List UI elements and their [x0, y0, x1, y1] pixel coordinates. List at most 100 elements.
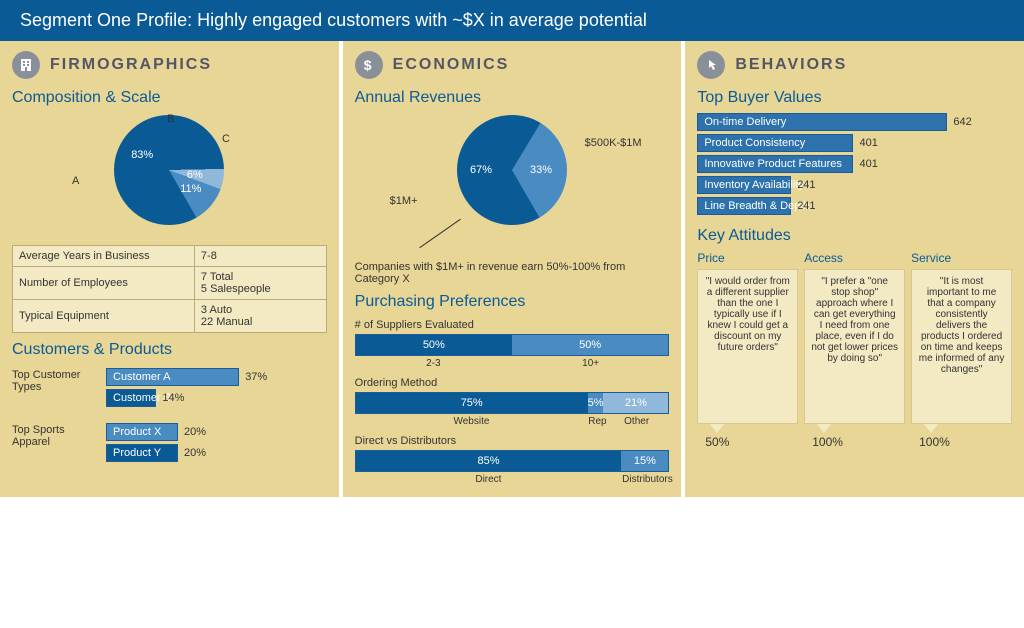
pie-pct-label: 83% — [131, 149, 153, 161]
quote-head: Access — [804, 251, 905, 265]
speech-tail-icon — [709, 423, 725, 433]
key-attitudes-title: Key Attitudes — [697, 227, 1012, 245]
buyer-value-bar: Innovative Product Features — [697, 155, 853, 173]
quote-pct: 100% — [919, 435, 1012, 449]
bar-row: Product Y 20% — [106, 444, 327, 462]
table-cell: Typical Equipment — [13, 300, 195, 333]
quote-head: Service — [911, 251, 1012, 265]
columns: FIRMOGRAPHICS Composition & Scale 83% 6% 1… — [0, 41, 1024, 497]
table-cell: 7-8 — [194, 246, 326, 267]
annotation-arrow — [419, 219, 461, 248]
revenue-pie-wrap: 67% 33% $1M+ $500K-$1M — [355, 115, 670, 255]
quote-pct: 50% — [705, 435, 798, 449]
speech-tail-icon — [816, 423, 832, 433]
segment-label: Distributors — [622, 474, 669, 485]
bar-row: Customer A 37% — [106, 368, 327, 386]
bar-row: Line Breadth & Depth241 — [697, 197, 1012, 215]
bar-row: On-time Delivery642 — [697, 113, 1012, 131]
pie-ext-label: A — [72, 175, 79, 187]
pointer-icon — [697, 51, 725, 79]
buyer-value-bar: Inventory Availability — [697, 176, 791, 194]
table-cell: Average Years in Business — [13, 246, 195, 267]
page-title: Segment One Profile: Highly engaged cust… — [0, 0, 1024, 41]
quote-column: Access"I prefer a "one stop shop" approa… — [804, 251, 905, 449]
quote-column: Price "I would order from a different sup… — [697, 251, 798, 449]
bar-segment: 50% — [356, 335, 512, 355]
buyer-value-bars: On-time Delivery642Product Consistency40… — [697, 113, 1012, 215]
info-table: Average Years in Business7-8Number of Em… — [12, 245, 327, 333]
quote-box: "I would order from a different supplier… — [697, 269, 798, 424]
bar-value: 20% — [184, 447, 214, 459]
table-cell: Number of Employees — [13, 267, 195, 300]
dollar-icon: $ — [355, 51, 383, 79]
bar-value: 20% — [184, 426, 214, 438]
table-row: Average Years in Business7-8 — [13, 246, 327, 267]
segment-label: Direct — [355, 474, 622, 485]
stack-title: # of Suppliers Evaluated — [355, 319, 670, 331]
stacked-bar: 50%50% — [355, 334, 670, 356]
col-title: BEHAVIORS — [735, 56, 847, 74]
bar-value: 37% — [245, 371, 275, 383]
stacked-bars: # of Suppliers Evaluated50%50%2-310+Orde… — [355, 319, 670, 485]
bar-segment: 75% — [356, 393, 588, 413]
top-customer-types-label: Top Customer Types — [12, 365, 100, 393]
stack-labels: DirectDistributors — [355, 474, 670, 485]
buyer-value-bar: Line Breadth & Depth — [697, 197, 791, 215]
col-head: FIRMOGRAPHICS — [12, 51, 327, 79]
pie-pct-label: 11% — [180, 183, 201, 195]
bar-segment: 21% — [603, 393, 668, 413]
building-icon — [12, 51, 40, 79]
quotes-row: Price "I would order from a different sup… — [697, 251, 1012, 449]
annual-revenues-title: Annual Revenues — [355, 89, 670, 107]
bar-row: Product X20% — [106, 423, 327, 441]
col-head: $ ECONOMICS — [355, 51, 670, 79]
bar: Customer B — [106, 389, 156, 407]
speech-tail-icon — [923, 423, 939, 433]
bar: Customer A — [106, 368, 239, 386]
stack-labels: 2-310+ — [355, 358, 670, 369]
revenue-pie: 67% 33% — [457, 115, 567, 225]
bar-row: Innovative Product Features 401 — [697, 155, 1012, 173]
pie-pct-label: 6% — [187, 169, 203, 181]
bar-value: 14% — [162, 392, 192, 404]
pie-ext-label: B — [167, 113, 174, 125]
segment-label: 10+ — [512, 358, 669, 369]
composition-title: Composition & Scale — [12, 89, 327, 107]
customers-products-title: Customers & Products — [12, 341, 327, 359]
col-behaviors: BEHAVIORS Top Buyer Values On-time Deliv… — [681, 41, 1024, 497]
segment-label: 2-3 — [355, 358, 512, 369]
buyer-value-bar: On-time Delivery — [697, 113, 947, 131]
stacked-bar: 75%5%21% — [355, 392, 670, 414]
quote-head: Price — [697, 251, 798, 265]
col-economics: $ ECONOMICS Annual Revenues 67% 33% $1M+ $… — [339, 41, 682, 497]
bar-segment: 85% — [356, 451, 622, 471]
pie-ext-label: $500K-$1M — [585, 137, 642, 149]
composition-pie-wrap: 83%6%11% ABC — [12, 115, 327, 245]
bar: Product Y — [106, 444, 178, 462]
pie-pct-label: 67% — [470, 164, 492, 176]
col-title: FIRMOGRAPHICS — [50, 56, 212, 74]
stack-title: Direct vs Distributors — [355, 435, 670, 447]
table-cell: 7 Total5 Salespeople — [194, 267, 326, 300]
segment-label: Other — [604, 416, 669, 427]
customer-bars: Customer A 37% Customer B 14% — [106, 365, 327, 410]
top-sports-apparel-label: Top Sports Apparel — [12, 420, 100, 448]
stack-title: Ordering Method — [355, 377, 670, 389]
revenue-note: Companies with $1M+ in revenue earn 50%-… — [355, 261, 670, 285]
pie-ext-label: $1M+ — [390, 195, 418, 207]
bar-segment: 50% — [512, 335, 668, 355]
col-title: ECONOMICS — [393, 56, 510, 74]
purchasing-preferences-title: Purchasing Preferences — [355, 293, 670, 311]
table-cell: 3 Auto22 Manual — [194, 300, 326, 333]
quote-pct: 100% — [812, 435, 905, 449]
top-buyer-values-title: Top Buyer Values — [697, 89, 1012, 107]
stacked-bar: 85%15% — [355, 450, 670, 472]
col-head: BEHAVIORS — [697, 51, 1012, 79]
pie-pct-label: 33% — [530, 164, 552, 176]
segment-label: Website — [355, 416, 589, 427]
col-firmographics: FIRMOGRAPHICS Composition & Scale 83% 6% 1… — [0, 41, 339, 497]
bar-segment: 15% — [621, 451, 668, 471]
bar-value: 401 — [859, 158, 889, 170]
table-row: Number of Employees7 Total5 Salespeople — [13, 267, 327, 300]
table-row: Typical Equipment3 Auto22 Manual — [13, 300, 327, 333]
